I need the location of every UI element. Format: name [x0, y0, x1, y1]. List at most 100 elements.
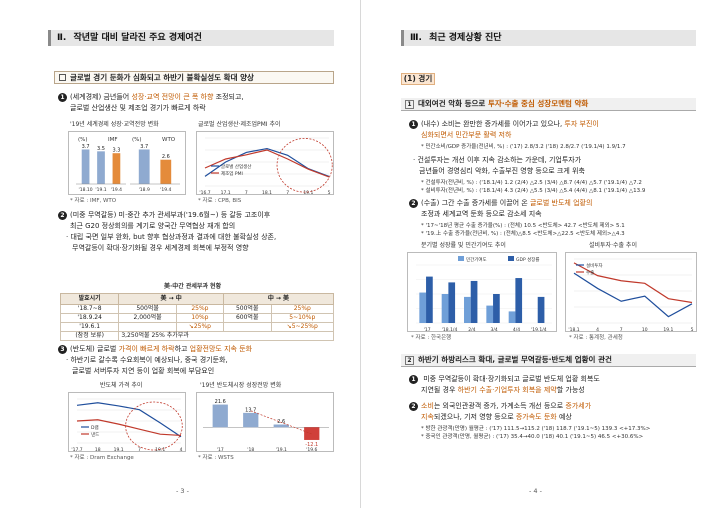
- bar: [304, 427, 320, 440]
- para-highlight: 심화되면서 민간부문 활력 저하: [421, 131, 512, 139]
- tick-label: '17: [424, 327, 431, 332]
- table-cell: 5~10%p: [270, 313, 335, 324]
- highlight-ellipse: [276, 137, 333, 193]
- page-left: Ⅱ. 작년말 대비 달라진 주요 경제여건 글로벌 경기 둔화가 심화되고 하반…: [48, 30, 340, 496]
- footnote: * 설비투자(전년비, %) : ('18.1/4) 4.3 (2/4) △5.…: [421, 188, 646, 194]
- tick-label: 4/4: [513, 327, 520, 332]
- bar: [243, 412, 259, 428]
- table-header: 中 → 美: [222, 292, 335, 306]
- data-label: 3.7: [82, 144, 90, 150]
- chart-caption: '19년 반도체시장 성장전망 변화: [200, 382, 282, 389]
- tariff-table: 발효시기 美 → 中 中 → 美 '18.7~8 500억불 25%p 500억…: [59, 292, 335, 342]
- tick-label: '18.1: [568, 327, 579, 332]
- table-title: 美·中간 관세부과 현황: [164, 283, 222, 290]
- tick-label: '16.7: [199, 190, 210, 195]
- panel-label: WTO: [162, 137, 176, 143]
- para-highlight: 증가세가: [565, 402, 592, 410]
- series-line: [76, 402, 182, 438]
- para-bullet: · 건설투자는 개선 이후 지속 감소하는 가운데, 기업투자가: [413, 156, 582, 164]
- bar: [138, 149, 150, 184]
- chart-growth-outlook: (%) IMF 3.7 '18.10 3.5 '19.1 3.3 '19.4 (%) WTO 3.7…: [68, 131, 186, 195]
- bar: [212, 404, 228, 428]
- para-text: 예상: [556, 413, 572, 421]
- panel-label: (%): [78, 137, 88, 143]
- page-number: - 4 -: [529, 487, 542, 496]
- bar: [160, 159, 172, 184]
- bar: [464, 296, 471, 323]
- legend-label: 제조업 PMI: [221, 170, 243, 177]
- paragraph-semiconductor: 3 (반도체) 글로벌 가격이 빠르게 하락하고 업황전망도 지속 둔화 · 하반…: [58, 344, 340, 377]
- table-cell: 2,000억불: [118, 313, 177, 324]
- para-highlight: 소비: [421, 402, 434, 410]
- panel-label: IMF: [108, 137, 118, 143]
- bar: [448, 282, 456, 323]
- section-title-right: Ⅲ. 최근 경제상황 진단: [401, 30, 696, 46]
- chart-caption: 반도체 가격 추이: [100, 382, 143, 389]
- footnote: * 방한 관광객(만명) 월평균 : ('17) 111.5→115.2 ('1…: [421, 426, 651, 432]
- para-text: 소비는 완만한 증가세를 이어가고 있으나,: [439, 120, 565, 128]
- box-number: 2: [405, 356, 414, 365]
- footnote: * 건설투자(전년비, %) : ('18.1/4) 1.2 (2/4) △2.…: [421, 180, 642, 186]
- bar: [97, 151, 105, 184]
- paragraph-world-economy: 1 (세계경제) 금년들어 성장·교역 전망이 큰 폭 하향 조정되고, 글로벌 …: [58, 92, 338, 114]
- para-label: (내수): [421, 120, 440, 128]
- table-cell: ↘25%p: [175, 322, 224, 333]
- tick-label: 4: [180, 447, 183, 452]
- para-label: (수출): [421, 199, 440, 207]
- series-line: [76, 419, 182, 437]
- para-bullet: 무역갈등이 확대·장기화될 경우 세계경제 회복에 부정적 영향: [72, 244, 249, 252]
- para-text: 글로벌: [94, 345, 119, 353]
- para-text: 할 가능성: [556, 386, 585, 394]
- para-highlight: 업황전망도 지속 둔화: [189, 345, 253, 353]
- tick-label: '19.6: [306, 447, 317, 452]
- para-text: 글로벌 산업생산 및 제조업 경기가 빠르게 하락: [70, 104, 206, 112]
- tick-label: 7: [620, 327, 623, 332]
- footnote: * '17~'18년 평균 수출 증가율(%) : (전체) 10.5 <반도체…: [421, 223, 625, 229]
- box-number: 1: [405, 100, 414, 109]
- chart-caption: 분기별 성장률 및 민간기여도 추이: [421, 242, 506, 249]
- tick-label: '19.1/4: [531, 327, 547, 332]
- tick-label: 19.1: [114, 447, 124, 452]
- summary-box-head: 글로벌 경기 둔화가 심화되고 하반기 불확실성도 확대 양상: [54, 71, 334, 84]
- series-line: [573, 262, 693, 304]
- table-cell: 500억불: [118, 304, 177, 315]
- section-title-text: 작년말 대비 달라진 주요 경제여건: [73, 33, 202, 43]
- tick-label: 7: [138, 447, 141, 452]
- number-2-icon: 2: [409, 402, 418, 411]
- tick-label: 7: [286, 190, 289, 195]
- chart-caption: 설비투자·수출 추이: [589, 242, 637, 249]
- section-number: Ⅲ.: [410, 33, 422, 43]
- tick-label: '18.10: [79, 187, 93, 193]
- bar: [508, 311, 516, 323]
- tick-label: '18: [247, 447, 254, 452]
- bar: [419, 292, 427, 323]
- paragraph-downside-risk: 1 미중 무역갈등이 확대·장기화되고 글로벌 반도체 업황 회복도 지연될 경…: [409, 374, 699, 396]
- bar: [112, 153, 121, 184]
- table-cell: '19.6.1: [59, 322, 120, 333]
- table-cell: 25%p: [270, 304, 335, 315]
- bar-text: 대외여건 악화 등으로: [418, 99, 488, 108]
- tick-label: '19.1: [95, 187, 106, 193]
- chart-semiconductor-outlook: 21.6 '17 13.7 '18 2.6 '19.1 -12.1'19.6: [196, 392, 334, 452]
- para-text: 미·중간 추가 관세부과('19.6월~) 등 갈등 고조이후: [116, 211, 271, 219]
- square-icon: [59, 74, 66, 81]
- tick-label: 7: [245, 190, 248, 195]
- tick-label: 10: [642, 327, 648, 332]
- series-line: [204, 149, 330, 178]
- number-1-icon: 1: [409, 120, 418, 129]
- tick-label: 2/4: [468, 327, 475, 332]
- bar: [470, 280, 478, 323]
- para-text: 그간 수출 증가세를 이끌어 온: [439, 199, 530, 207]
- table-row: (참정 보류) 3,250억불 25% 추가부과: [59, 331, 334, 342]
- table-cell: 25%p: [175, 304, 224, 315]
- paragraph-trade-conflict: 2 (미중 무역갈등) 미·중간 추가 관세부과('19.6월~) 등 갈등 고조…: [58, 210, 340, 254]
- chart-caption: '19년 세계경제 성장·교역전망 변화: [70, 121, 159, 128]
- data-label: 2.6: [277, 419, 285, 425]
- para-highlight: 하반기 수출·기업투자 회복을 제약: [457, 386, 557, 394]
- table-row: '18.7~8 500억불 25%p 500억불 25%p: [59, 304, 335, 315]
- table-cell: [118, 322, 177, 333]
- bar: [537, 296, 545, 323]
- tick-label: '18.9: [139, 187, 150, 193]
- bar: [515, 278, 523, 323]
